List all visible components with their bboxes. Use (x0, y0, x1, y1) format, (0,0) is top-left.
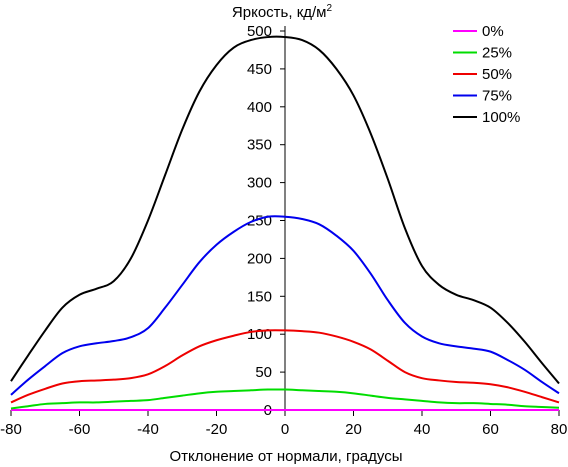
y-tick-label: 450 (247, 61, 272, 78)
x-tick-label: -40 (137, 421, 159, 438)
x-tick-label: 80 (551, 421, 568, 438)
y-tick-label: 150 (247, 288, 272, 305)
y-axis-title-main: Яркость, кд/м (232, 4, 327, 21)
legend-label: 75% (482, 88, 512, 105)
x-tick-label: 20 (345, 421, 362, 438)
y-tick-label: 100 (247, 326, 272, 343)
series-layer (10, 35, 560, 411)
y-tick-label: 200 (247, 250, 272, 267)
x-tick-label: 60 (482, 421, 499, 438)
legend-label: 100% (482, 109, 520, 126)
x-tick-label: -80 (0, 421, 22, 438)
legend-label: 50% (482, 66, 512, 83)
y-axis-title: Яркость, кд/м2 (232, 3, 333, 21)
series-line-50pct (10, 329, 560, 404)
y-tick-label: 500 (247, 23, 272, 40)
x-tick-label: 40 (414, 421, 431, 438)
legend-label: 25% (482, 45, 512, 62)
y-axis-title-superscript: 2 (327, 3, 333, 14)
x-tick-label: -20 (206, 421, 228, 438)
y-tick-label: 400 (247, 99, 272, 116)
y-tick-label: 50 (255, 364, 272, 381)
x-tick-label: -60 (69, 421, 91, 438)
series-line-75pct (10, 215, 560, 396)
y-tick-label: 350 (247, 137, 272, 154)
x-axis-title: Отклонение от нормали, градусы (170, 448, 403, 465)
legend: 0% 25% 50% 75% 100% (453, 23, 520, 126)
legend-label: 0% (482, 23, 504, 40)
y-tick-label: 300 (247, 175, 272, 192)
x-tick-label: 0 (281, 421, 289, 438)
series-line-100pct (10, 35, 560, 385)
series-line-25pct (10, 388, 560, 410)
